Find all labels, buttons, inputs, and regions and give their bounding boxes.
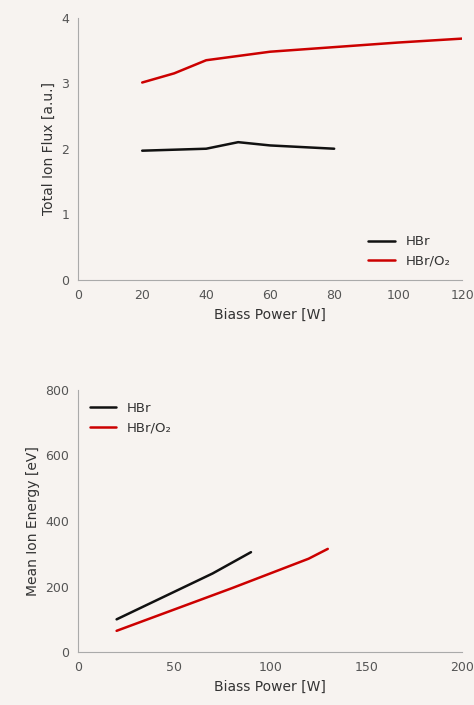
HBr/O₂: [171, 69, 177, 78]
HBr: [203, 145, 209, 153]
HBr/O₂: [139, 78, 145, 87]
HBr/O₂: [395, 38, 401, 47]
X-axis label: Biass Power [W]: Biass Power [W]: [214, 680, 326, 694]
HBr: [267, 141, 273, 149]
HBr/O₂: [171, 606, 177, 614]
HBr/O₂: [331, 43, 337, 51]
Line: HBr/O₂: HBr/O₂: [117, 549, 328, 631]
Legend: HBr, HBr/O₂: HBr, HBr/O₂: [363, 230, 456, 274]
Y-axis label: Mean Ion Energy [eV]: Mean Ion Energy [eV]: [26, 446, 40, 596]
HBr: [139, 147, 145, 155]
HBr/O₂: [203, 56, 209, 64]
HBr/O₂: [325, 545, 330, 553]
Line: HBr: HBr: [142, 142, 334, 151]
HBr: [331, 145, 337, 153]
HBr: [162, 592, 167, 601]
HBr/O₂: [114, 627, 119, 635]
HBr/O₂: [459, 35, 465, 43]
Legend: HBr, HBr/O₂: HBr, HBr/O₂: [85, 396, 177, 440]
Line: HBr: HBr: [117, 552, 251, 620]
HBr/O₂: [267, 47, 273, 56]
Line: HBr/O₂: HBr/O₂: [142, 39, 462, 82]
HBr: [210, 569, 215, 577]
HBr: [235, 138, 241, 147]
HBr: [248, 548, 254, 556]
X-axis label: Biass Power [W]: Biass Power [W]: [214, 307, 326, 321]
Y-axis label: Total Ion Flux [a.u.]: Total Ion Flux [a.u.]: [42, 82, 55, 215]
HBr/O₂: [306, 555, 311, 563]
HBr: [114, 615, 119, 624]
HBr/O₂: [229, 584, 235, 592]
